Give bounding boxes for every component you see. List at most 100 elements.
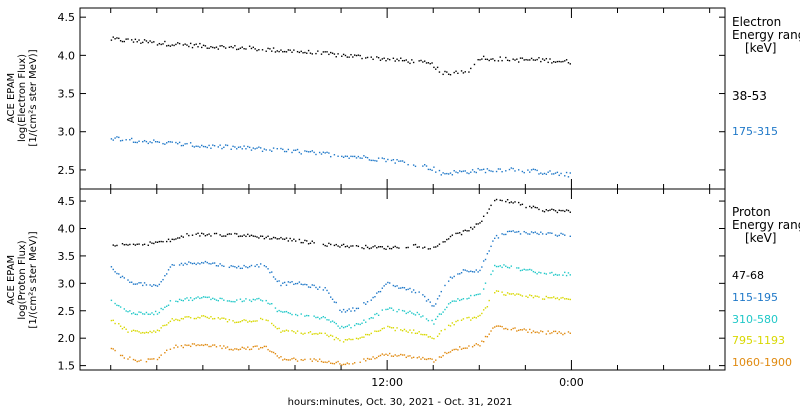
proton-series-0-point-124: [377, 246, 380, 248]
proton-series-2-point-11: [134, 313, 137, 315]
electron-series-0-point-223: [569, 63, 571, 65]
electron-series-1-point-161: [455, 171, 457, 173]
proton-series-0-point-34: [188, 234, 190, 237]
proton-series-1-point-6: [121, 275, 124, 278]
proton-series-4-point-60: [243, 347, 245, 349]
proton-series-4-point-171: [464, 347, 466, 349]
electron-series-1-point-83: [283, 150, 286, 153]
electron-series-1-point-5: [119, 140, 122, 142]
proton-series-4-point-193: [506, 328, 509, 331]
electron-series-0-point-59: [224, 47, 227, 49]
proton-series-4-point-135: [394, 354, 396, 356]
proton-series-3-point-46: [201, 315, 203, 317]
electron-series-1-point-181: [492, 170, 494, 173]
proton-series-4-point-153: [429, 357, 431, 360]
proton-series-3-point-198: [521, 295, 524, 297]
electron-y-axis: 2.53.03.54.04.5: [58, 11, 725, 177]
proton-series-2-point-168: [460, 298, 463, 301]
electron-series-0-point-38: [186, 44, 188, 46]
proton-series-4-point-109: [339, 363, 341, 365]
electron-series-1-point-59: [234, 146, 236, 148]
proton-ytick-label-2: 2.5: [58, 305, 76, 318]
electron-series-0-point-48: [204, 45, 207, 47]
proton-series-4-point-148: [420, 358, 422, 360]
proton-series-2-point-211: [556, 274, 559, 276]
proton-series-4-point-129: [383, 354, 385, 356]
electron-series-1-point-162: [457, 172, 459, 174]
electron-series-1-point-33: [180, 144, 183, 147]
proton-series-2-point-165: [455, 300, 457, 302]
electron-series-0-point-68: [243, 48, 245, 50]
electron-ytick-label-4: 4.5: [58, 11, 76, 24]
proton-series-3-point-102: [318, 332, 321, 334]
proton-series-0-point-105: [339, 246, 341, 248]
electron-series-0-point-193: [514, 59, 516, 61]
electron-series-0-point-189: [505, 56, 507, 59]
electron-series-0-point-174: [470, 67, 472, 70]
proton-series-2-point-213: [562, 274, 564, 276]
proton-series-3-point-180: [482, 309, 485, 311]
proton-series-1-point-35: [182, 264, 184, 266]
electron-series-0-point-20: [149, 40, 151, 42]
electron-series-0-point-26: [162, 43, 164, 45]
proton-series-3-point-161: [440, 330, 442, 332]
proton-series-0-point-103: [335, 243, 337, 246]
proton-series-1-point-103: [315, 286, 317, 289]
proton-series-2-point-23: [156, 313, 159, 315]
proton-series-3-point-131: [379, 329, 382, 332]
proton-series-1-point-59: [230, 265, 232, 267]
proton-series-4-point-183: [488, 333, 490, 335]
proton-series-2-point-90: [295, 313, 297, 316]
proton-series-3-point-92: [296, 330, 299, 332]
electron-series-0-point-157: [431, 62, 433, 64]
electron-series-0-point-28: [166, 45, 168, 47]
electron-series-1-point-118: [359, 157, 361, 159]
proton-series-2-point-132: [387, 308, 389, 310]
electron-series-0-point-185: [494, 59, 496, 62]
proton-series-3-point-18: [147, 332, 149, 334]
proton-series-0-point-60: [245, 235, 247, 238]
proton-series-1-point-177: [471, 271, 474, 273]
proton-ylabel-line-2: log(Proton Flux): [17, 240, 28, 319]
proton-series-1-point-182: [481, 266, 483, 268]
electron-series-1-point-153: [440, 174, 442, 176]
electron-series-1-point-184: [499, 168, 501, 170]
electron-series-1-point-157: [447, 173, 450, 175]
proton-series-2-point-130: [381, 309, 384, 311]
proton-series-0-point-33: [186, 233, 188, 235]
proton-series-0-point-187: [521, 203, 524, 206]
electron-series-1-point-206: [549, 170, 551, 172]
proton-series-4-point-36: [197, 344, 199, 346]
proton-series-4-point-40: [204, 343, 207, 346]
proton-series-3-point-15: [142, 331, 144, 334]
proton-series-2-point-21: [153, 313, 155, 316]
proton-series-2-point-92: [300, 313, 302, 315]
proton-series-4-point-43: [210, 345, 212, 348]
electron-series-1-point-43: [201, 144, 203, 147]
proton-series-3-point-182: [486, 306, 489, 308]
proton-series-0-point-91: [304, 239, 306, 242]
electron-series-1-point-187: [508, 168, 511, 171]
proton-series-2-point-45: [201, 297, 203, 299]
proton-series-3-point-141: [401, 330, 404, 332]
proton-series-0-point-137: [407, 246, 409, 249]
proton-series-2-point-153: [433, 323, 435, 325]
proton-series-4-point-214: [549, 332, 551, 335]
proton-series-1-point-193: [503, 233, 505, 236]
proton-series-3-point-128: [374, 330, 376, 332]
proton-series-4-point-17: [153, 358, 155, 360]
proton-series-1-point-10: [130, 281, 133, 283]
proton-series-4-point-186: [494, 326, 496, 328]
proton-series-4-point-187: [495, 325, 498, 327]
electron-series-0-point-0: [110, 39, 113, 41]
electron-series-1-point-39: [193, 146, 196, 148]
proton-series-4-point-28: [182, 346, 184, 349]
proton-series-2-point-190: [510, 265, 513, 267]
proton-series-4-point-142: [407, 355, 409, 357]
electron-series-1-point-147: [427, 168, 430, 171]
proton-series-1-point-73: [258, 266, 260, 268]
electron-series-1-point-3: [116, 136, 118, 138]
proton-series-0-point-98: [324, 244, 326, 247]
proton-series-4-point-154: [431, 358, 433, 360]
proton-series-0-point-82: [285, 237, 288, 239]
